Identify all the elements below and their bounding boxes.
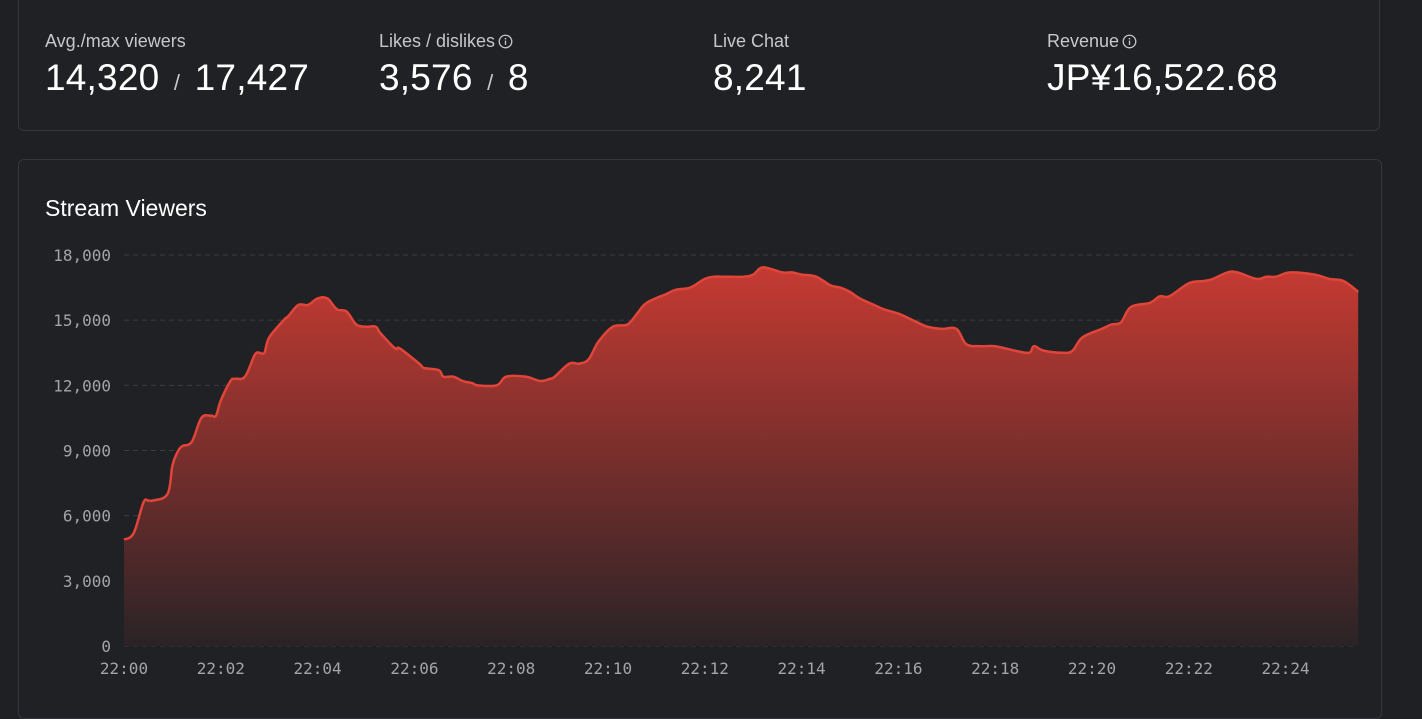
y-tick-label: 6,000 (63, 507, 111, 526)
stream-viewers-chart: 0 3,000 6,000 9,000 12,000 15,000 18,000 22:00… (53, 246, 1359, 678)
stat-value-group: 14,320 / 17,427 (45, 57, 309, 99)
stat-label: Live Chat (713, 30, 790, 51)
y-tick-label: 18,000 (53, 246, 111, 265)
live-chat-value: 8,241 (713, 57, 807, 98)
stat-live-chat: Live Chat 8,241 (713, 29, 807, 99)
x-axis-ticks: 22:00 22:02 22:04 22:06 22:08 22:10 22:12 22:14… (100, 659, 1310, 678)
x-tick-label: 22:06 (390, 659, 438, 678)
stat-avg-max-viewers: Avg./max viewers 14,320 / 17,427 (45, 29, 309, 99)
stat-label: Avg./max viewers (45, 30, 186, 51)
stream-viewers-card: Stream Viewers 0 3,000 6,000 9,000 12,000 15,… (18, 159, 1382, 719)
dislikes-value: 8 (507, 57, 529, 98)
x-tick-label: 22:14 (778, 659, 826, 678)
x-tick-label: 22:08 (487, 659, 535, 678)
stat-likes-dislikes: Likes / dislikes 3,576 / 8 (379, 29, 529, 99)
y-tick-label: 3,000 (63, 572, 111, 591)
x-tick-label: 22:20 (1068, 659, 1116, 678)
stat-value-group: 3,576 / 8 (379, 57, 529, 99)
revenue-value: JP¥16,522.68 (1047, 57, 1278, 98)
stat-label: Likes / dislikes (379, 30, 496, 51)
series-area-fill (124, 267, 1359, 646)
x-tick-label: 22:16 (874, 659, 922, 678)
stat-label: Revenue (1047, 30, 1120, 51)
y-tick-label: 9,000 (63, 442, 111, 461)
series-area (123, 266, 1359, 646)
x-tick-label: 22:10 (584, 659, 632, 678)
info-icon[interactable] (1122, 34, 1137, 49)
x-tick-label: 22:24 (1262, 659, 1310, 678)
x-tick-label: 22:02 (197, 659, 245, 678)
x-tick-label: 22:22 (1165, 659, 1213, 678)
max-viewers-value: 17,427 (194, 57, 310, 98)
chart-title: Stream Viewers (45, 195, 207, 221)
avg-viewers-value: 14,320 (45, 57, 160, 98)
value-separator: / (173, 70, 181, 95)
info-icon[interactable] (498, 34, 513, 49)
x-tick-label: 22:12 (681, 659, 729, 678)
y-tick-label: 15,000 (53, 311, 111, 330)
stats-card: Avg./max viewers 14,320 / 17,427 Likes /… (18, 0, 1380, 131)
stat-revenue: Revenue JP¥16,522.68 (1047, 29, 1278, 99)
y-axis-ticks: 0 3,000 6,000 9,000 12,000 15,000 18,000 (53, 246, 111, 656)
x-tick-label: 22:00 (100, 659, 148, 678)
y-tick-label: 0 (101, 637, 111, 656)
likes-value: 3,576 (379, 57, 473, 98)
series-line (123, 266, 1359, 541)
stat-label-row: Revenue (1047, 29, 1278, 53)
value-separator: / (487, 70, 494, 95)
stat-label-row: Likes / dislikes (379, 29, 529, 53)
x-tick-label: 22:18 (971, 659, 1019, 678)
y-tick-label: 12,000 (53, 376, 111, 395)
x-tick-label: 22:04 (294, 659, 342, 678)
